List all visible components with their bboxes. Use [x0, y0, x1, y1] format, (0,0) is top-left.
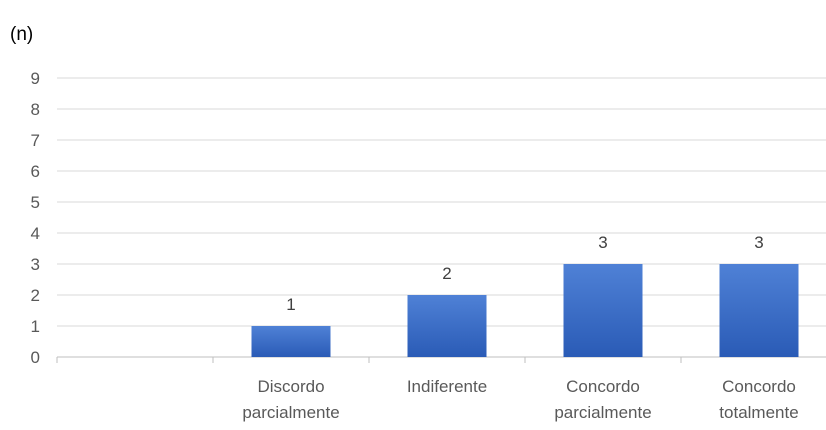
y-axis-label: (n)	[10, 24, 33, 45]
x-category-label: parcialmente	[242, 403, 339, 422]
y-tick-label: 7	[31, 131, 40, 150]
x-category-label: Concordo	[722, 377, 796, 396]
bar	[251, 326, 331, 357]
bar-data-label: 3	[754, 233, 763, 252]
bars	[251, 264, 799, 357]
y-axis-ticks: 0 1 2 3 4 5 6 7 8 9	[31, 69, 40, 367]
x-category-label: Discordo	[257, 377, 324, 396]
x-axis-categories: Discordo parcialmente Indiferente Concordo p…	[242, 377, 798, 422]
gridlines	[56, 77, 826, 363]
bar	[563, 264, 643, 357]
y-tick-label: 2	[31, 286, 40, 305]
y-tick-label: 5	[31, 193, 40, 212]
x-category-label: parcialmente	[554, 403, 651, 422]
y-tick-label: 1	[31, 317, 40, 336]
y-tick-label: 8	[31, 100, 40, 119]
data-labels: 1 2 3 3	[286, 233, 763, 314]
x-category-label: Concordo	[566, 377, 640, 396]
bar-data-label: 3	[598, 233, 607, 252]
bar	[719, 264, 799, 357]
y-tick-label: 4	[31, 224, 40, 243]
x-category-label: totalmente	[719, 403, 798, 422]
y-tick-label: 6	[31, 162, 40, 181]
y-tick-label: 3	[31, 255, 40, 274]
y-tick-label: 0	[31, 348, 40, 367]
bar-data-label: 1	[286, 295, 295, 314]
bar-data-label: 2	[442, 264, 451, 283]
x-category-label: Indiferente	[407, 377, 487, 396]
bar	[407, 295, 487, 357]
y-tick-label: 9	[31, 69, 40, 88]
